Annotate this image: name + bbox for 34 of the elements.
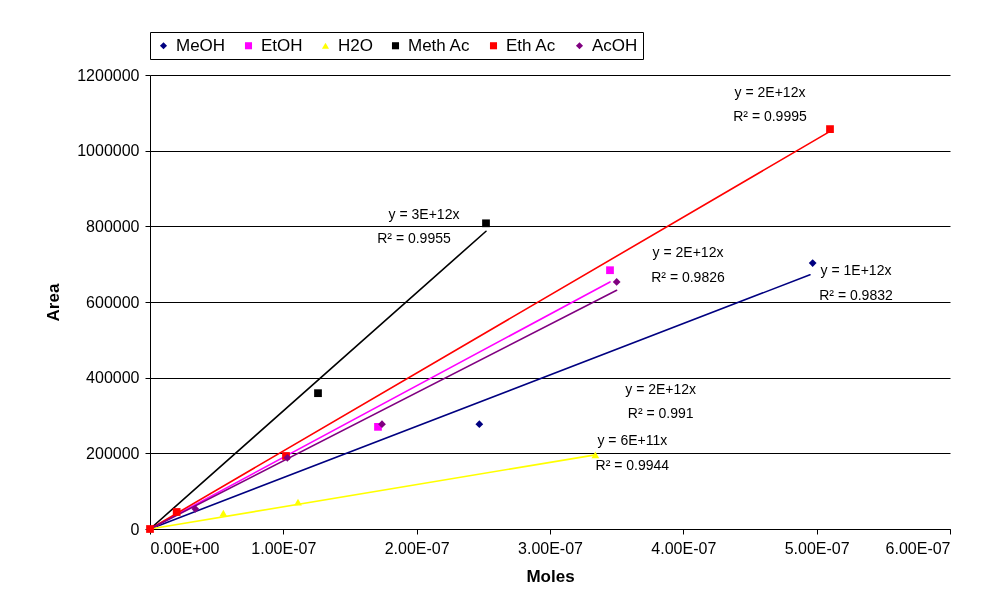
x-tick-label: 2.00E-07 xyxy=(384,539,450,557)
annotation: y = 2E+12x xyxy=(652,243,724,260)
annotation: R² = 0.9944 xyxy=(595,456,670,473)
annotation: y = 1E+12x xyxy=(820,261,892,278)
legend-label: Eth Ac xyxy=(506,35,556,55)
legend-label: AcOH xyxy=(592,35,638,55)
x-tick-label: 6.00E-07 xyxy=(885,539,951,557)
x-tick-label: 3.00E-07 xyxy=(518,539,584,557)
annotation: y = 2E+12x xyxy=(625,381,697,398)
legend-label: MeOH xyxy=(176,35,226,55)
x-axis-title: Moles xyxy=(526,566,575,586)
y-tick-label: 400000 xyxy=(86,369,140,387)
legend-label: H2O xyxy=(338,35,373,55)
y-tick-label: 1200000 xyxy=(77,66,140,84)
legend-label: EtOH xyxy=(261,35,303,55)
annotation: y = 3E+12x xyxy=(388,206,460,223)
annotation: R² = 0.9826 xyxy=(651,268,725,285)
y-tick-label: 800000 xyxy=(86,217,140,235)
x-tick-label: 5.00E-07 xyxy=(784,539,850,557)
y-tick-label: 1000000 xyxy=(77,142,140,160)
x-tick-label: 0.00E+00 xyxy=(150,539,220,557)
annotation: y = 2E+12x xyxy=(734,84,806,101)
x-tick-label: 1.00E-07 xyxy=(251,539,317,557)
y-axis-title: Area xyxy=(44,283,64,322)
y-tick-label: 600000 xyxy=(86,293,140,311)
x-tick-label: 4.00E-07 xyxy=(651,539,717,557)
legend-label: Meth Ac xyxy=(408,35,470,55)
annotation: y = 6E+11x xyxy=(597,431,668,448)
annotation: R² = 0.9995 xyxy=(733,108,807,125)
y-tick-label: 0 xyxy=(130,520,140,538)
annotation: R² = 0.9955 xyxy=(377,230,451,247)
y-tick-label: 200000 xyxy=(86,444,140,462)
annotation: R² = 0.9832 xyxy=(819,286,893,303)
annotation: R² = 0.991 xyxy=(627,405,694,422)
